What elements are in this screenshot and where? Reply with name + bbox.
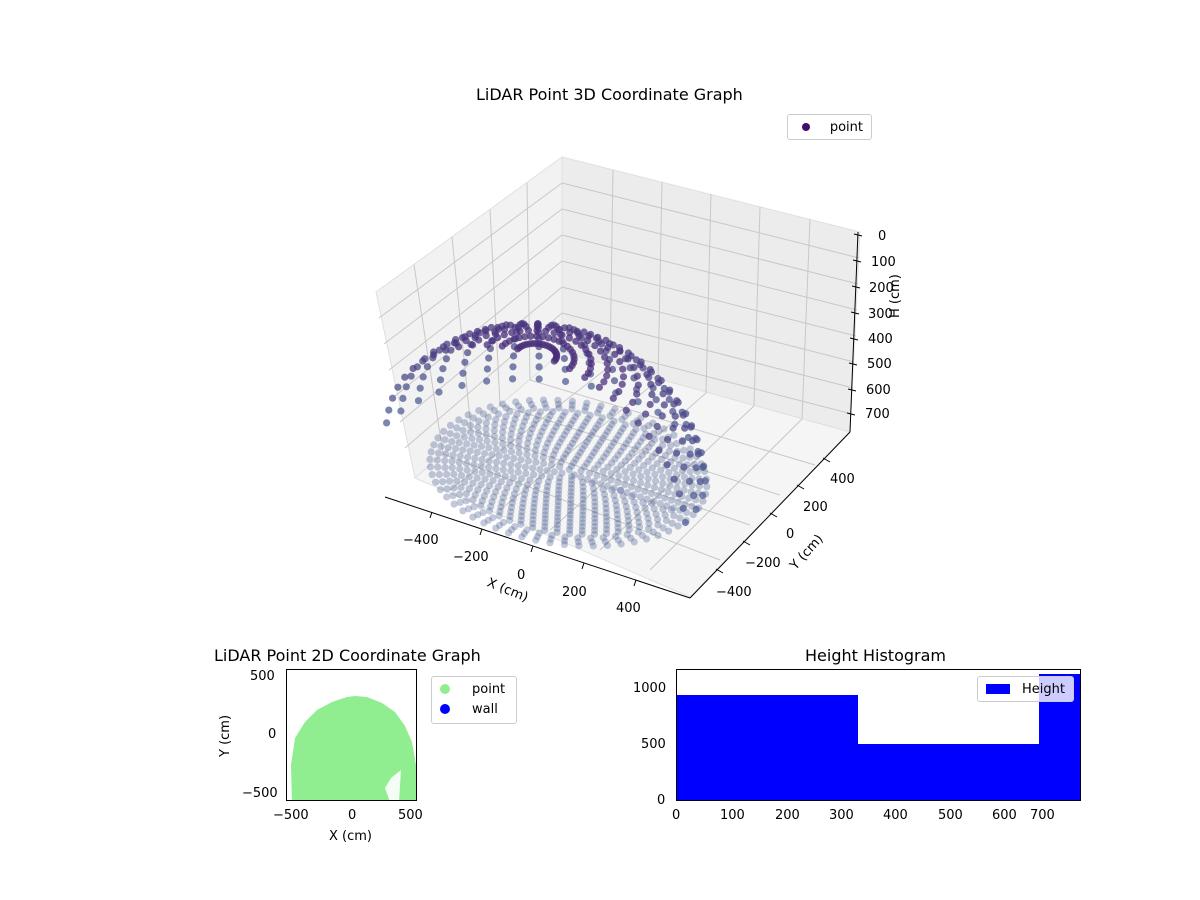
z-axis-label: H (cm)	[888, 274, 903, 318]
x2d-tick-label: 0	[348, 808, 357, 823]
hist-x-tick-label: 300	[829, 808, 854, 823]
y-tick-label: 0	[786, 527, 795, 542]
chart-3d-title: LiDAR Point 3D Coordinate Graph	[476, 85, 743, 104]
chart-2d-axes	[286, 669, 417, 801]
x-tick-label: 200	[562, 585, 587, 600]
chart-3d-canvas	[375, 156, 863, 599]
y2d-tick-label: 500	[250, 669, 275, 684]
hist-x-tick-label: 100	[720, 808, 745, 823]
legend-point-marker-icon	[440, 684, 450, 694]
histogram-axes	[676, 669, 1081, 801]
hist-x-tick-label: 500	[938, 808, 963, 823]
point-region-2d	[291, 696, 416, 800]
z-tick-label: 500	[867, 357, 892, 372]
x-tick-label: 0	[517, 568, 526, 583]
hist-x-tick-label: 200	[775, 808, 800, 823]
hist-x-tick-label: 700	[1030, 808, 1055, 823]
chart-2d-title: LiDAR Point 2D Coordinate Graph	[214, 646, 481, 665]
y2d-tick-label: −500	[242, 786, 278, 801]
y-ticks	[715, 457, 831, 574]
y-tick-label: −400	[716, 585, 752, 600]
x2d-tick-label: −500	[273, 808, 309, 823]
y-tick-label: 400	[830, 472, 855, 487]
z-tick-label: 300	[868, 307, 893, 322]
legend-point-label: point	[829, 119, 863, 135]
histogram-bar-2	[858, 744, 1039, 800]
hist-y-tick-label: 1000	[633, 681, 667, 696]
z-tick-label: 600	[866, 383, 891, 398]
y-tick-label: 200	[803, 500, 828, 515]
x-tick-label: 400	[616, 601, 641, 616]
hist-x-tick-label: 600	[992, 808, 1017, 823]
hist-x-tick-label: 400	[883, 808, 908, 823]
x-ticks	[429, 511, 637, 587]
x2d-tick-label: 500	[398, 808, 423, 823]
grid-lines	[378, 169, 860, 571]
legend-wall-marker-icon	[440, 704, 450, 714]
point-cloud-3d	[383, 319, 711, 550]
legend-2d: point wall	[431, 676, 517, 724]
z-tick-label: 700	[865, 407, 890, 422]
legend-wall-label: wall	[472, 701, 498, 717]
legend-point-marker-icon	[802, 123, 810, 131]
histogram-bar-1	[677, 695, 858, 800]
hist-y-tick-label: 500	[641, 737, 666, 752]
z-tick-label: 400	[868, 332, 893, 347]
x-axis-line	[384, 496, 691, 599]
hist-y-tick-label: 0	[657, 793, 666, 808]
x-tick-label: −400	[403, 533, 439, 548]
legend-histogram: Height	[977, 676, 1074, 702]
y-tick-label: −200	[745, 556, 781, 571]
x-tick-label: −200	[453, 550, 489, 565]
legend-height-label: Height	[1022, 681, 1065, 697]
legend-height-swatch-icon	[986, 684, 1011, 694]
z-tick-label: 100	[871, 255, 896, 270]
legend-point-label: point	[472, 681, 506, 697]
z-ticks	[846, 233, 863, 416]
x2d-axis-label: X (cm)	[329, 829, 372, 844]
legend-3d: point	[787, 114, 872, 140]
y2d-tick-label: 0	[268, 727, 277, 742]
z-tick-label: 200	[869, 281, 894, 296]
y2d-axis-label: Y (cm)	[218, 714, 233, 757]
z-axis-line	[849, 231, 859, 433]
y-axis-line	[689, 431, 851, 599]
z-tick-label: 0	[878, 229, 887, 244]
histogram-title: Height Histogram	[805, 646, 946, 665]
hist-x-tick-label: 0	[672, 808, 681, 823]
